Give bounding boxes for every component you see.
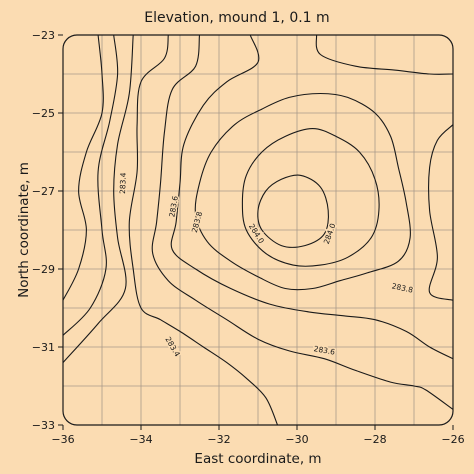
y-tick-label: −23: [32, 29, 55, 42]
contour-line-6: [315, 35, 453, 75]
contour-line-5: [170, 35, 453, 360]
contour-label-5: 283.8: [391, 281, 414, 294]
grid-lines: [63, 35, 453, 425]
y-tick-label: −25: [32, 107, 55, 120]
x-tick-label: −30: [285, 433, 308, 446]
contour-line-2: [63, 35, 134, 363]
y-tick-label: −31: [32, 341, 55, 354]
x-tick-label: −36: [51, 433, 74, 446]
x-axis-label: East coordinate, m: [194, 451, 321, 467]
contour-lines: [63, 35, 453, 425]
contour-line-1: [63, 35, 119, 336]
plot-frame: [62, 34, 454, 426]
contour-line-3: [128, 35, 279, 425]
contour-line-4: [151, 35, 453, 410]
x-tick-label: −34: [129, 433, 152, 446]
y-axis-label: North coordinate, m: [16, 162, 32, 298]
y-tick-label: −29: [32, 263, 55, 276]
contour-label-0: 283.4: [118, 172, 128, 194]
y-tick-label: −27: [32, 185, 55, 198]
contour-line-0: [63, 35, 104, 301]
y-tick-label: −33: [32, 419, 55, 432]
contour-line-7: [428, 124, 453, 301]
x-tick-label: −28: [363, 433, 386, 446]
axis-ticks: −36 −34 −32 −30 −28 −26 −23 −25 −27 −29 −31 −33: [32, 29, 465, 446]
x-tick-label: −26: [441, 433, 464, 446]
chart-title: Elevation, mound 1, 0.1 m: [144, 10, 329, 26]
x-tick-label: −32: [207, 433, 230, 446]
contour-line-10: [257, 174, 329, 248]
contour-line-8: [194, 92, 411, 291]
contour-line-9: [241, 128, 380, 267]
